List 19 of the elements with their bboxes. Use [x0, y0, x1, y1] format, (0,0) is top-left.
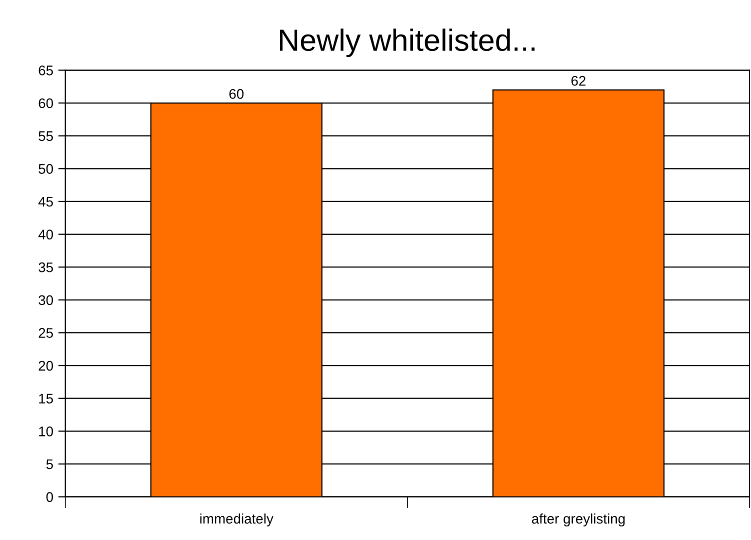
y-tick-label: 10 — [39, 426, 53, 436]
y-tick-label: 5 — [46, 459, 53, 470]
y-tick-label: 0 — [46, 492, 53, 502]
y-tick-label: 25 — [38, 328, 53, 338]
x-tick-label: immediately — [200, 513, 274, 526]
data-label: 60 — [229, 89, 244, 99]
y-tick-label: 50 — [38, 164, 53, 174]
y-tick-label: 20 — [38, 360, 53, 371]
x-tick-label: after greylisting — [532, 513, 625, 526]
y-tick-label: 15 — [39, 394, 53, 404]
y-tick-label: 35 — [38, 262, 53, 272]
y-tick-label: 30 — [38, 295, 53, 306]
y-tick-label: 45 — [38, 196, 53, 207]
y-tick-label: 65 — [38, 66, 53, 76]
y-tick-label: 60 — [38, 98, 53, 108]
chart-title: Newly whitelisted... — [280, 28, 535, 58]
y-tick-label: 55 — [38, 131, 53, 141]
y-tick-label: 40 — [38, 230, 53, 240]
data-label: 62 — [571, 76, 586, 86]
